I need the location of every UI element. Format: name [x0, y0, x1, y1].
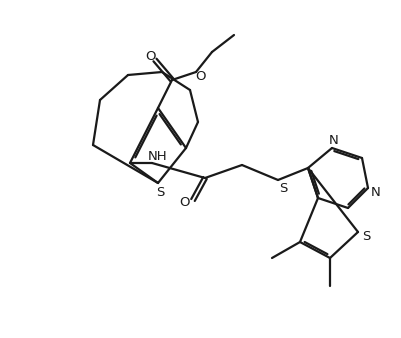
Text: S: S [362, 230, 370, 242]
Text: O: O [196, 70, 206, 82]
Text: N: N [329, 134, 339, 146]
Text: S: S [156, 187, 164, 199]
Text: N: N [371, 187, 381, 199]
Text: S: S [279, 182, 287, 194]
Text: NH: NH [148, 150, 168, 164]
Text: O: O [180, 196, 190, 210]
Text: O: O [146, 49, 156, 63]
